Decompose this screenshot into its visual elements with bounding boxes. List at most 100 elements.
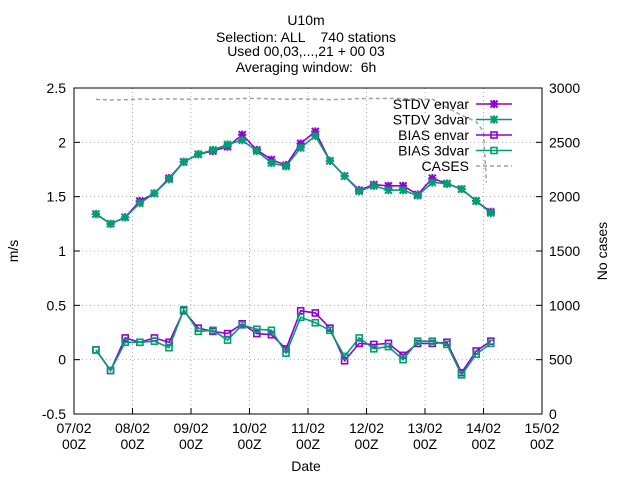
y-tick-label: 2 [58,134,66,150]
data-point-square [238,321,246,329]
x-tick-label: 12/02 [349,420,384,436]
y-tick-label: 1.5 [47,189,67,205]
data-point-square [326,326,334,335]
data-point-square [106,366,115,375]
x-tick-label: 08/02 [115,420,150,436]
data-point-square [121,338,129,347]
data-point-square [490,146,498,155]
series-layer [91,127,496,379]
data-point-square [253,325,261,334]
data-point-star [428,173,437,183]
data-point-star [164,175,174,184]
series-line [95,307,492,377]
data-point-star [384,181,393,191]
data-point-star [489,115,499,124]
title-line-1: U10m [287,12,324,28]
y2-tick-label: 500 [549,352,573,368]
y2-tick-label: 0 [549,406,557,422]
x-tick-label: 14/02 [466,420,501,436]
data-point-star [194,150,203,159]
data-point-star [237,130,247,139]
y-tick-label: 1 [58,243,66,259]
data-point-square [340,352,349,361]
y2-tick-label: 2500 [549,134,580,150]
data-point-square [443,340,451,349]
data-point-square [150,337,159,345]
data-point-square [428,337,437,345]
data-point-star [384,185,393,195]
data-point-star [413,191,422,200]
chart-title: U10m Selection: ALL 740 stations Used 00… [216,12,396,75]
data-point-star [325,156,335,166]
title-line-3: Used 00,03,...,21 + 00 03 [227,43,385,59]
data-point-star [267,158,276,168]
x-tick-label: 00Z [62,436,87,452]
data-point-star [311,127,320,136]
x-tick-label: 13/02 [407,420,442,436]
data-point-star [223,140,232,149]
data-point-square [472,350,480,359]
data-point-star [471,196,481,206]
y-tick-label: 0.5 [47,297,67,313]
data-point-square [399,355,407,364]
x-tick-label: 15/02 [524,420,559,436]
series-line [95,134,492,225]
series-bias-3dvar [92,305,495,379]
data-point-square [370,344,378,353]
data-point-star [281,162,291,171]
x-tick-label: 00Z [237,436,262,452]
x-tick-label: 00Z [179,436,204,452]
data-point-square [457,371,466,379]
legend-label: STDV 3dvar [393,112,470,128]
data-point-square [487,339,495,348]
x-tick-label: 11/02 [291,420,325,436]
data-point-star [237,135,247,145]
y2-axis-label: No cases [594,222,610,280]
data-point-square [311,318,320,327]
data-point-star [296,139,305,148]
data-point-star [296,143,305,152]
data-point-star [179,157,188,167]
data-point-star [340,171,349,181]
data-point-square [223,336,232,344]
data-point-star [398,181,408,191]
data-point-star [489,99,499,109]
data-point-star [106,219,115,229]
data-point-square [165,343,173,352]
data-point-square [194,327,203,336]
legend-label: BIAS 3dvar [398,143,469,159]
data-point-square [121,334,129,342]
data-point-star [398,185,408,195]
x-tick-label: 09/02 [173,420,208,436]
data-point-star [150,189,159,198]
data-point-square [311,309,320,317]
x-tick-label: 00Z [120,436,145,452]
cases-line [95,97,488,183]
y2-tick-label: 1500 [549,243,580,259]
data-point-square [355,334,363,342]
y2-tick-label: 2000 [549,189,580,205]
data-point-square [384,342,393,351]
y-axis: -0.5 0 0.5 1 1.5 2 2.5 [42,80,80,422]
legend-label: STDV envar [393,96,470,112]
data-point-star [252,146,262,156]
x-tick-label: 00Z [413,436,438,452]
x-axis-label: Date [291,458,321,474]
data-point-square [296,313,305,322]
x-axis: 07/0200Z08/0200Z09/0200Z10/0200Z11/0200Z… [56,408,560,452]
data-point-star [120,213,130,222]
data-point-square [282,349,290,357]
data-point-square [490,131,498,139]
data-point-star [369,181,379,191]
x-tick-label: 00Z [296,436,321,452]
x-tick-label: 00Z [354,436,379,452]
series-stdv-3dvar [91,131,496,229]
y-tick-label: -0.5 [42,406,66,422]
data-point-square [209,326,217,335]
y-axis-label: m/s [5,240,21,263]
x-tick-label: 10/02 [232,420,267,436]
data-point-star [208,145,218,155]
data-point-square [253,329,261,338]
